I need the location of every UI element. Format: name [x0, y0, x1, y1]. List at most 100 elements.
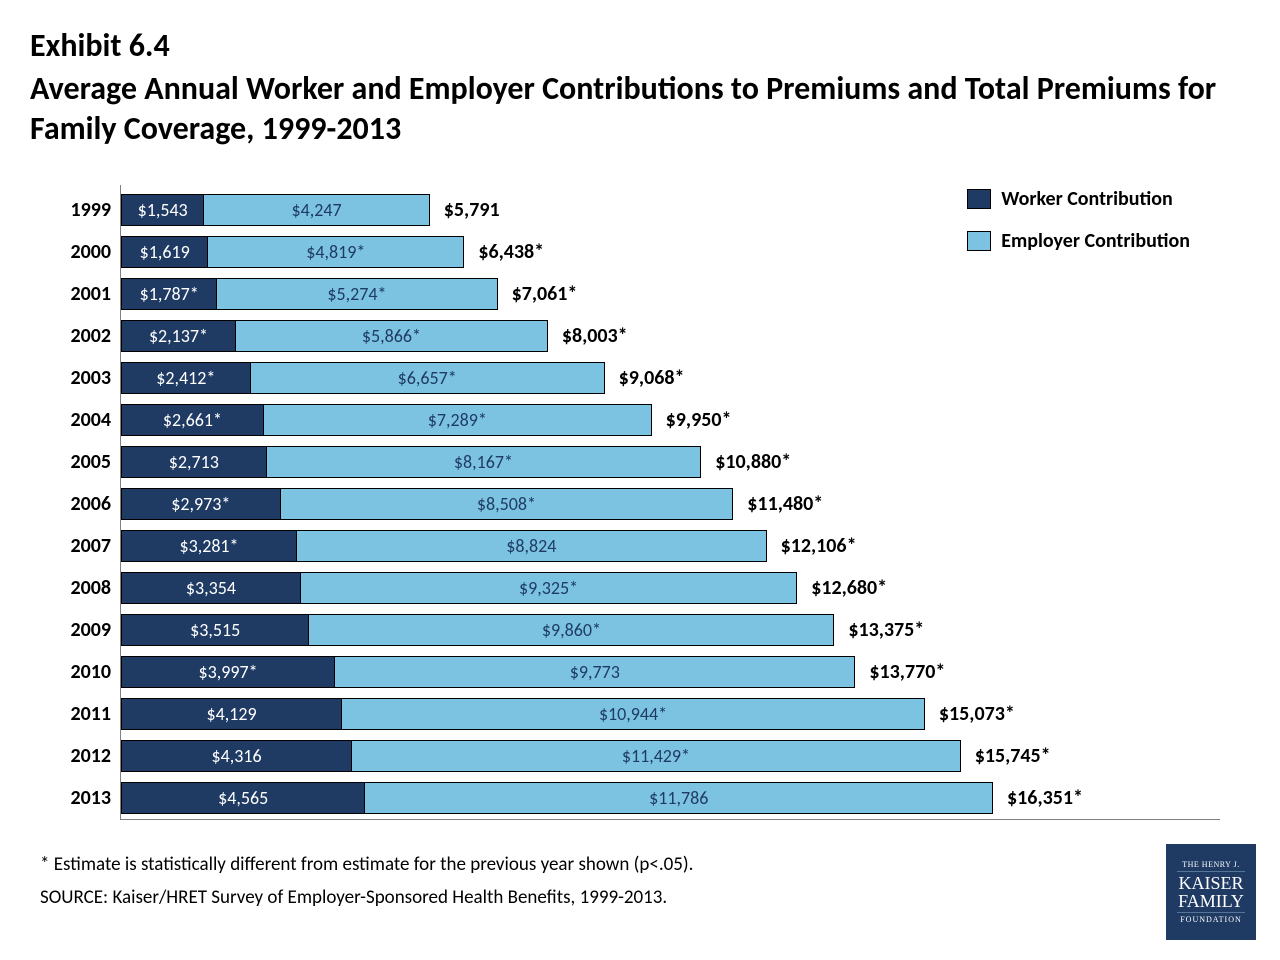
year-label: 2000 — [51, 240, 111, 264]
bar-segment-employer: $5,274* — [216, 278, 497, 310]
bar-segment-worker: $4,316 — [121, 740, 351, 772]
total-label: $5,791 — [444, 198, 500, 222]
stacked-bar: $2,661*$7,289* — [121, 404, 652, 436]
stacked-bar: $3,997*$9,773 — [121, 656, 855, 688]
bar-row: 2008$3,354$9,325*$12,680* — [121, 567, 1220, 609]
kaiser-logo-bottom: FOUNDATION — [1177, 912, 1244, 924]
stacked-bar: $4,316$11,429* — [121, 740, 961, 772]
total-label: $9,068* — [619, 366, 685, 390]
total-label: $12,106* — [781, 534, 857, 558]
stacked-bar: $3,354$9,325* — [121, 572, 797, 604]
year-label: 2008 — [51, 576, 111, 600]
bar-segment-employer: $11,429* — [351, 740, 961, 772]
bar-row: 2004$2,661*$7,289*$9,950* — [121, 399, 1220, 441]
stacked-bar: $2,713$8,167* — [121, 446, 701, 478]
bar-segment-worker: $1,543 — [121, 194, 203, 226]
total-label: $13,770* — [869, 660, 945, 684]
bar-row: 1999$1,543$4,247$5,791 — [121, 189, 1220, 231]
total-label: $13,375* — [848, 618, 924, 642]
stacked-bar: $1,543$4,247 — [121, 194, 430, 226]
bar-segment-worker: $1,619 — [121, 236, 207, 268]
stacked-bar: $3,515$9,860* — [121, 614, 834, 646]
bar-segment-worker: $2,713 — [121, 446, 266, 478]
stacked-bar: $4,129$10,944* — [121, 698, 925, 730]
bar-segment-employer: $9,773 — [334, 656, 855, 688]
bar-row: 2005$2,713$8,167*$10,880* — [121, 441, 1220, 483]
total-label: $16,351* — [1007, 786, 1083, 810]
bar-row: 2000$1,619$4,819*$6,438* — [121, 231, 1220, 273]
year-label: 2001 — [51, 282, 111, 306]
bar-segment-worker: $1,787* — [121, 278, 216, 310]
year-label: 2006 — [51, 492, 111, 516]
stacked-bar: $2,973*$8,508* — [121, 488, 733, 520]
bar-segment-employer: $10,944* — [341, 698, 925, 730]
footnote-significance: * Estimate is statistically different fr… — [40, 849, 1120, 881]
year-label: 2004 — [51, 408, 111, 432]
bar-row: 2013$4,565$11,786$16,351* — [121, 777, 1220, 819]
exhibit-label: Exhibit 6.4 — [30, 26, 1250, 65]
total-label: $8,003* — [562, 324, 628, 348]
kaiser-logo-top: THE HENRY J. — [1177, 860, 1244, 872]
year-label: 2011 — [51, 702, 111, 726]
bar-segment-employer: $6,657* — [250, 362, 605, 394]
year-label: 2007 — [51, 534, 111, 558]
year-label: 2005 — [51, 450, 111, 474]
bar-row: 2009$3,515$9,860*$13,375* — [121, 609, 1220, 651]
page-title: Average Annual Worker and Employer Contr… — [30, 69, 1250, 149]
year-label: 2012 — [51, 744, 111, 768]
bar-row: 2001$1,787*$5,274*$7,061* — [121, 273, 1220, 315]
stacked-bar: $4,565$11,786 — [121, 782, 993, 814]
bar-segment-employer: $4,247 — [203, 194, 430, 226]
bar-segment-employer: $9,325* — [300, 572, 797, 604]
bar-segment-worker: $2,661* — [121, 404, 263, 436]
kaiser-logo: THE HENRY J. KAISER FAMILY FOUNDATION — [1166, 844, 1256, 940]
total-label: $12,680* — [811, 576, 887, 600]
bar-segment-worker: $2,137* — [121, 320, 235, 352]
bar-segment-worker: $3,515 — [121, 614, 308, 646]
chart: Worker Contribution Employer Contributio… — [120, 185, 1220, 820]
kaiser-logo-line2: FAMILY — [1178, 892, 1244, 910]
bar-segment-worker: $2,973* — [121, 488, 280, 520]
total-label: $6,438* — [478, 240, 544, 264]
bar-segment-employer: $4,819* — [207, 236, 464, 268]
bar-segment-employer: $8,167* — [266, 446, 702, 478]
total-label: $10,880* — [715, 450, 791, 474]
bar-segment-employer: $7,289* — [263, 404, 652, 436]
kaiser-logo-line1: KAISER — [1178, 874, 1243, 892]
year-label: 2010 — [51, 660, 111, 684]
total-label: $11,480* — [747, 492, 823, 516]
bar-row: 2010$3,997*$9,773$13,770* — [121, 651, 1220, 693]
stacked-bar: $2,137*$5,866* — [121, 320, 548, 352]
bar-row: 2012$4,316$11,429*$15,745* — [121, 735, 1220, 777]
total-label: $15,745* — [975, 744, 1051, 768]
chart-rows: 1999$1,543$4,247$5,7912000$1,619$4,819*$… — [120, 185, 1220, 820]
stacked-bar: $2,412*$6,657* — [121, 362, 605, 394]
footnote-source: SOURCE: Kaiser/HRET Survey of Employer-S… — [40, 882, 1120, 914]
bar-row: 2007$3,281*$8,824$12,106* — [121, 525, 1220, 567]
bar-segment-worker: $2,412* — [121, 362, 250, 394]
year-label: 2013 — [51, 786, 111, 810]
bar-segment-employer: $9,860* — [308, 614, 834, 646]
bar-segment-employer: $11,786 — [364, 782, 993, 814]
bar-segment-worker: $3,997* — [121, 656, 334, 688]
stacked-bar: $1,619$4,819* — [121, 236, 464, 268]
bar-segment-worker: $3,281* — [121, 530, 296, 562]
year-label: 2009 — [51, 618, 111, 642]
footnotes: * Estimate is statistically different fr… — [40, 849, 1120, 914]
year-label: 2002 — [51, 324, 111, 348]
bar-row: 2002$2,137*$5,866*$8,003* — [121, 315, 1220, 357]
bar-row: 2011$4,129$10,944*$15,073* — [121, 693, 1220, 735]
stacked-bar: $1,787*$5,274* — [121, 278, 498, 310]
bar-segment-employer: $8,824 — [296, 530, 767, 562]
total-label: $7,061* — [512, 282, 578, 306]
year-label: 2003 — [51, 366, 111, 390]
bar-segment-worker: $3,354 — [121, 572, 300, 604]
bar-segment-employer: $5,866* — [235, 320, 548, 352]
bar-segment-employer: $8,508* — [280, 488, 734, 520]
total-label: $9,950* — [666, 408, 732, 432]
stacked-bar: $3,281*$8,824 — [121, 530, 767, 562]
bar-row: 2003$2,412*$6,657*$9,068* — [121, 357, 1220, 399]
year-label: 1999 — [51, 198, 111, 222]
total-label: $15,073* — [939, 702, 1015, 726]
page: Exhibit 6.4 Average Annual Worker and Em… — [0, 0, 1280, 960]
